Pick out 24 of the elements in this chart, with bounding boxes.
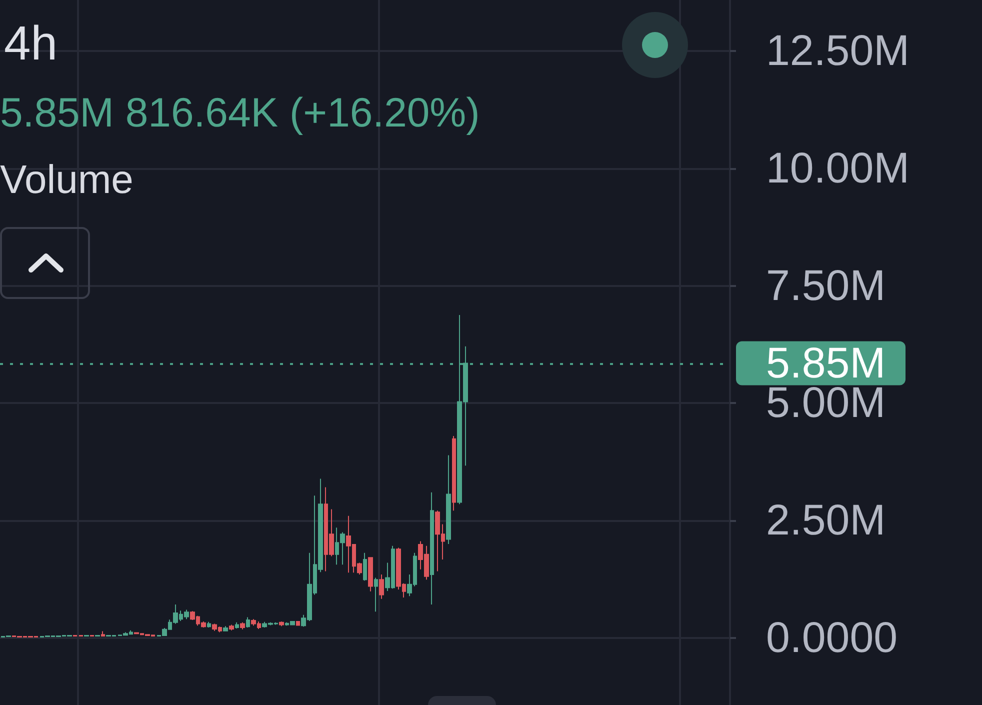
candlestick [452, 436, 456, 512]
y-tick-label: 2.50M [766, 496, 886, 545]
y-tick-label: 10.00M [766, 144, 910, 193]
candlestick [207, 621, 211, 628]
candlestick [374, 577, 378, 612]
candlestick [430, 492, 434, 606]
y-tick-label: 0.0000 [766, 614, 898, 662]
candlestick [363, 552, 367, 582]
candlestick [229, 624, 234, 631]
candlestick [101, 630, 105, 637]
candlestick [279, 620, 284, 627]
candlestick [246, 616, 250, 628]
candlestick [240, 622, 245, 630]
candlestick [368, 556, 373, 592]
chart-title: 4h [4, 18, 58, 70]
candlestick [235, 622, 239, 629]
candlestick [296, 620, 300, 626]
y-tick-label: 12.50M [766, 27, 910, 76]
candlestick [379, 574, 384, 600]
candlestick [446, 454, 451, 545]
annotation: Volume [0, 158, 134, 202]
text: 5.85M 816.64K (+16.20%) [0, 90, 480, 136]
y-tick-label: 7.50M [766, 262, 886, 310]
candlestick [223, 626, 228, 632]
